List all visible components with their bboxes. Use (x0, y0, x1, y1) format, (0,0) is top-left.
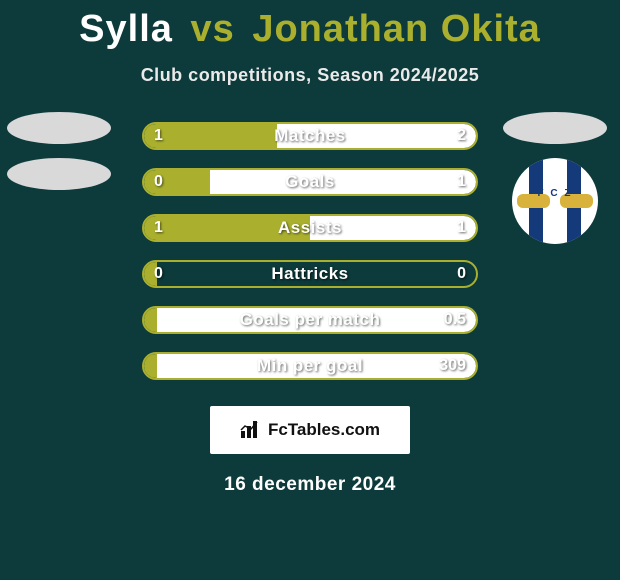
bar-right-value: 0.5 (444, 311, 466, 329)
right-badge-column: F C Z (500, 112, 610, 244)
bar-label: Matches (144, 126, 476, 146)
bar-left-value: 1 (154, 127, 163, 145)
date-text: 16 december 2024 (0, 474, 620, 496)
bar-left-value: 0 (154, 265, 163, 283)
stat-bar-goals: Goals0 1 (142, 168, 478, 196)
placeholder-ellipse (503, 112, 607, 144)
club-badge-fcz: F C Z (512, 158, 598, 244)
left-badge-column (4, 112, 114, 190)
stat-bar-goals-per-match: Goals per match0.5 (142, 306, 478, 334)
bar-right-value: 2 (457, 127, 466, 145)
fctables-watermark: FcTables.com (210, 406, 410, 454)
badge-text: F C Z (538, 188, 573, 199)
bar-right-value: 1 (457, 219, 466, 237)
bar-left-value: 1 (154, 219, 163, 237)
stat-bar-assists: Assists1 1 (142, 214, 478, 242)
bar-label: Hattricks (144, 264, 476, 284)
stat-bar-hattricks: Hattricks0 0 (142, 260, 478, 288)
player2-name: Jonathan Okita (252, 8, 541, 50)
placeholder-ellipse (7, 158, 111, 190)
bar-right-value: 309 (439, 357, 466, 375)
placeholder-ellipse (7, 112, 111, 144)
stat-bar-min-per-goal: Min per goal309 (142, 352, 478, 380)
player1-name: Sylla (79, 8, 173, 50)
bar-label: Min per goal (144, 356, 476, 376)
stat-bar-matches: Matches1 2 (142, 122, 478, 150)
subtitle: Club competitions, Season 2024/2025 (0, 65, 620, 86)
bar-label: Goals (144, 172, 476, 192)
bar-right-value: 1 (457, 173, 466, 191)
vs-text: vs (190, 8, 234, 50)
bar-right-value: 0 (457, 265, 466, 283)
comparison-area: F C Z Matches12Goals01Assists11Hattricks… (0, 122, 620, 380)
page-title: Sylla vs Jonathan Okita (0, 0, 620, 51)
bar-list: Matches12Goals01Assists11Hattricks00Goal… (142, 122, 478, 380)
chart-icon (240, 421, 262, 439)
bar-label: Assists (144, 218, 476, 238)
bar-left-value: 0 (154, 173, 163, 191)
bar-label: Goals per match (144, 310, 476, 330)
fctables-label: FcTables.com (268, 420, 380, 440)
